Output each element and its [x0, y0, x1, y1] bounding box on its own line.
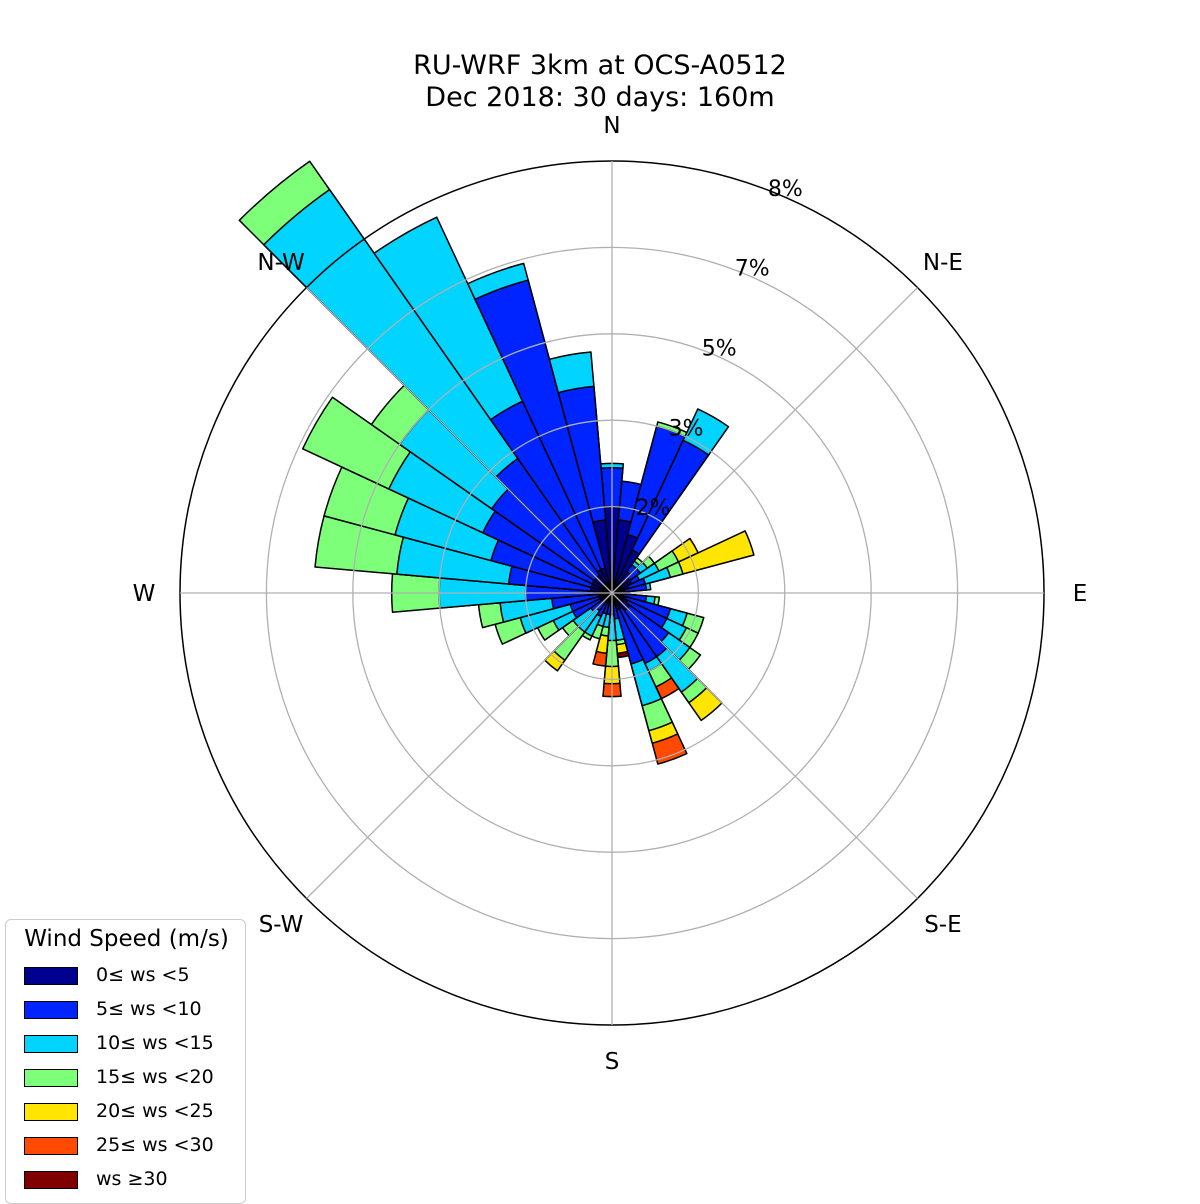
- legend-swatch: [24, 1171, 78, 1189]
- legend-label: ws ≥30: [96, 1168, 168, 1190]
- windrose-bar: [611, 592, 644, 665]
- direction-label: N: [603, 113, 620, 139]
- direction-label: S-W: [259, 912, 304, 938]
- radial-tick-label: 2%: [636, 496, 671, 521]
- legend-swatch: [24, 1035, 78, 1053]
- windrose-bar: [592, 519, 613, 594]
- radial-tick-label: 5%: [702, 337, 737, 362]
- legend-label: 25≤ ws <30: [96, 1134, 214, 1156]
- legend-swatch: [24, 967, 78, 985]
- legend-label: 10≤ ws <15: [96, 1032, 214, 1054]
- windrose-bar: [474, 279, 613, 594]
- direction-label: E: [1073, 581, 1088, 607]
- legend-swatch: [24, 1103, 78, 1121]
- direction-label: S: [605, 1049, 620, 1075]
- radial-tick-label: 3%: [669, 416, 704, 441]
- windrose-bars: [238, 160, 755, 765]
- legend-label: 20≤ ws <25: [96, 1100, 214, 1122]
- chart-title-line-2: Dec 2018: 30 days: 160m: [425, 82, 775, 113]
- legend-label: 0≤ ws <5: [96, 964, 190, 986]
- grid-spoke: [611, 287, 918, 594]
- direction-label: N-E: [923, 250, 963, 276]
- legend-title: Wind Speed (m/s): [24, 926, 229, 952]
- grid-spoke: [306, 592, 613, 899]
- legend-swatch: [24, 1001, 78, 1019]
- chart-title-line-1: RU-WRF 3km at OCS-A0512: [413, 50, 787, 81]
- legend-swatch: [24, 1137, 78, 1155]
- radial-tick-label: 7%: [735, 257, 770, 282]
- legend-label: 15≤ ws <20: [96, 1066, 214, 1088]
- grid-spoke: [611, 592, 918, 899]
- direction-label: W: [133, 581, 156, 607]
- polar-grid: [179, 160, 1045, 1026]
- legend-label: 5≤ ws <10: [96, 998, 202, 1020]
- direction-label: S-E: [924, 912, 961, 938]
- axis-labels: N N-E E S-E S S-W W N-W 2% 3% 5% 7% 8%: [133, 113, 1088, 1075]
- grid-spoke: [306, 287, 613, 594]
- legend-swatch: [24, 1069, 78, 1087]
- radial-tick-label: 8%: [768, 177, 803, 202]
- legend: Wind Speed (m/s) 0≤ ws <5 5≤ ws <10 10≤ ws…: [5, 919, 246, 1204]
- direction-label: N-W: [257, 250, 304, 276]
